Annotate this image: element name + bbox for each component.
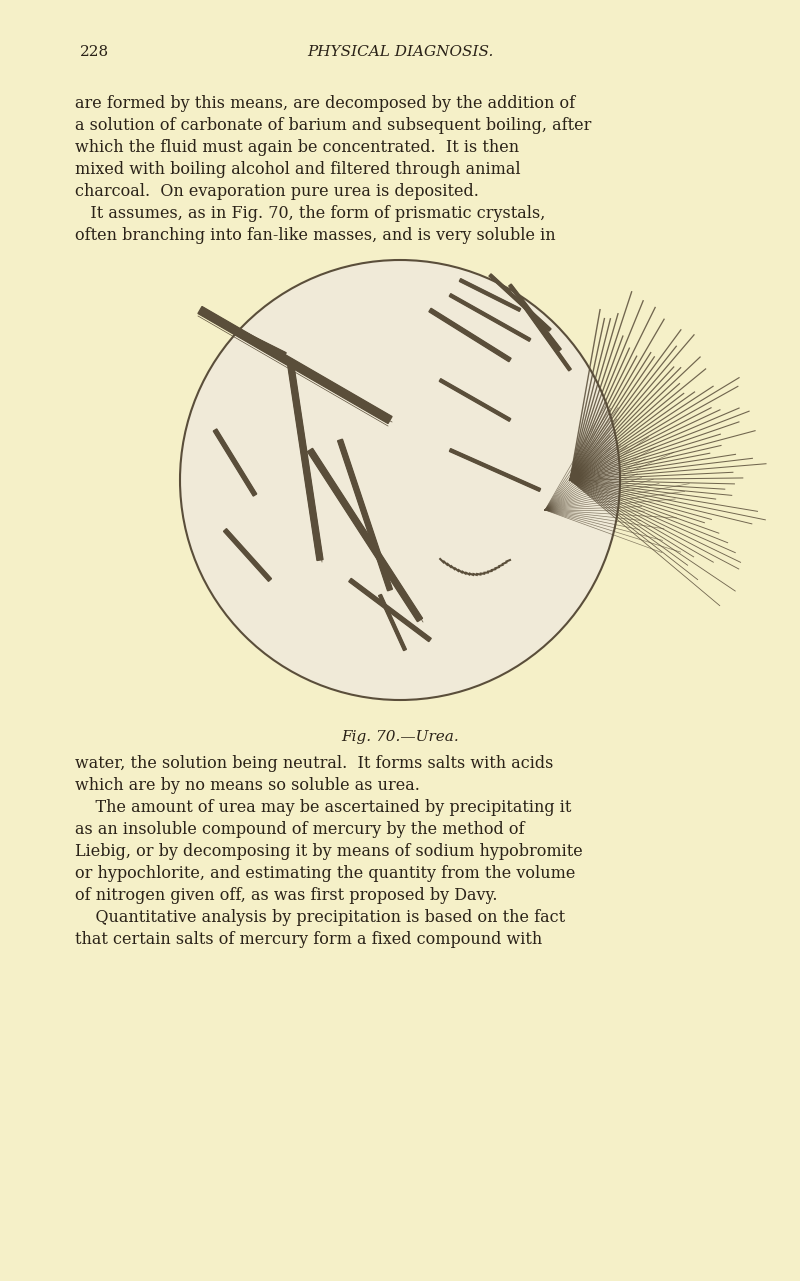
Polygon shape <box>338 439 392 591</box>
Text: of nitrogen given off, as was first proposed by Davy.: of nitrogen given off, as was first prop… <box>75 886 498 904</box>
Polygon shape <box>489 274 551 330</box>
Text: mixed with boiling alcohol and filtered through animal: mixed with boiling alcohol and filtered … <box>75 161 521 178</box>
Text: as an insoluble compound of mercury by the method of: as an insoluble compound of mercury by t… <box>75 821 525 838</box>
Polygon shape <box>214 429 257 496</box>
Polygon shape <box>378 594 406 651</box>
Text: Liebig, or by decomposing it by means of sodium hypobromite: Liebig, or by decomposing it by means of… <box>75 843 582 860</box>
Text: or hypochlorite, and estimating the quantity from the volume: or hypochlorite, and estimating the quan… <box>75 865 575 883</box>
Polygon shape <box>223 529 271 582</box>
Text: which the fluid must again be concentrated.  It is then: which the fluid must again be concentrat… <box>75 140 519 156</box>
Polygon shape <box>518 300 571 371</box>
Text: Fig. 70.—Urea.: Fig. 70.—Urea. <box>341 730 459 744</box>
Text: often branching into fan-like masses, and is very soluble in: often branching into fan-like masses, an… <box>75 227 556 243</box>
Text: charcoal.  On evaporation pure urea is deposited.: charcoal. On evaporation pure urea is de… <box>75 183 479 200</box>
Text: It assumes, as in Fig. 70, the form of prismatic crystals,: It assumes, as in Fig. 70, the form of p… <box>75 205 546 222</box>
Polygon shape <box>450 448 541 492</box>
Text: Quantitative analysis by precipitation is based on the fact: Quantitative analysis by precipitation i… <box>75 910 565 926</box>
Polygon shape <box>450 293 530 341</box>
Polygon shape <box>349 579 431 642</box>
Text: PHYSICAL DIAGNOSIS.: PHYSICAL DIAGNOSIS. <box>307 45 493 59</box>
Text: The amount of urea may be ascertained by precipitating it: The amount of urea may be ascertained by… <box>75 799 571 816</box>
Polygon shape <box>198 306 392 424</box>
Polygon shape <box>287 360 323 561</box>
Polygon shape <box>459 279 521 311</box>
Polygon shape <box>429 309 511 361</box>
Polygon shape <box>439 379 510 421</box>
Text: are formed by this means, are decomposed by the addition of: are formed by this means, are decomposed… <box>75 95 575 111</box>
Polygon shape <box>234 328 286 357</box>
Text: water, the solution being neutral.  It forms salts with acids: water, the solution being neutral. It fo… <box>75 755 554 772</box>
Text: that certain salts of mercury form a fixed compound with: that certain salts of mercury form a fix… <box>75 931 542 948</box>
Text: which are by no means so soluble as urea.: which are by no means so soluble as urea… <box>75 778 420 794</box>
Polygon shape <box>509 284 561 351</box>
Polygon shape <box>307 448 422 621</box>
Text: a solution of carbonate of barium and subsequent boiling, after: a solution of carbonate of barium and su… <box>75 117 591 135</box>
Text: 228: 228 <box>80 45 109 59</box>
Circle shape <box>180 260 620 699</box>
